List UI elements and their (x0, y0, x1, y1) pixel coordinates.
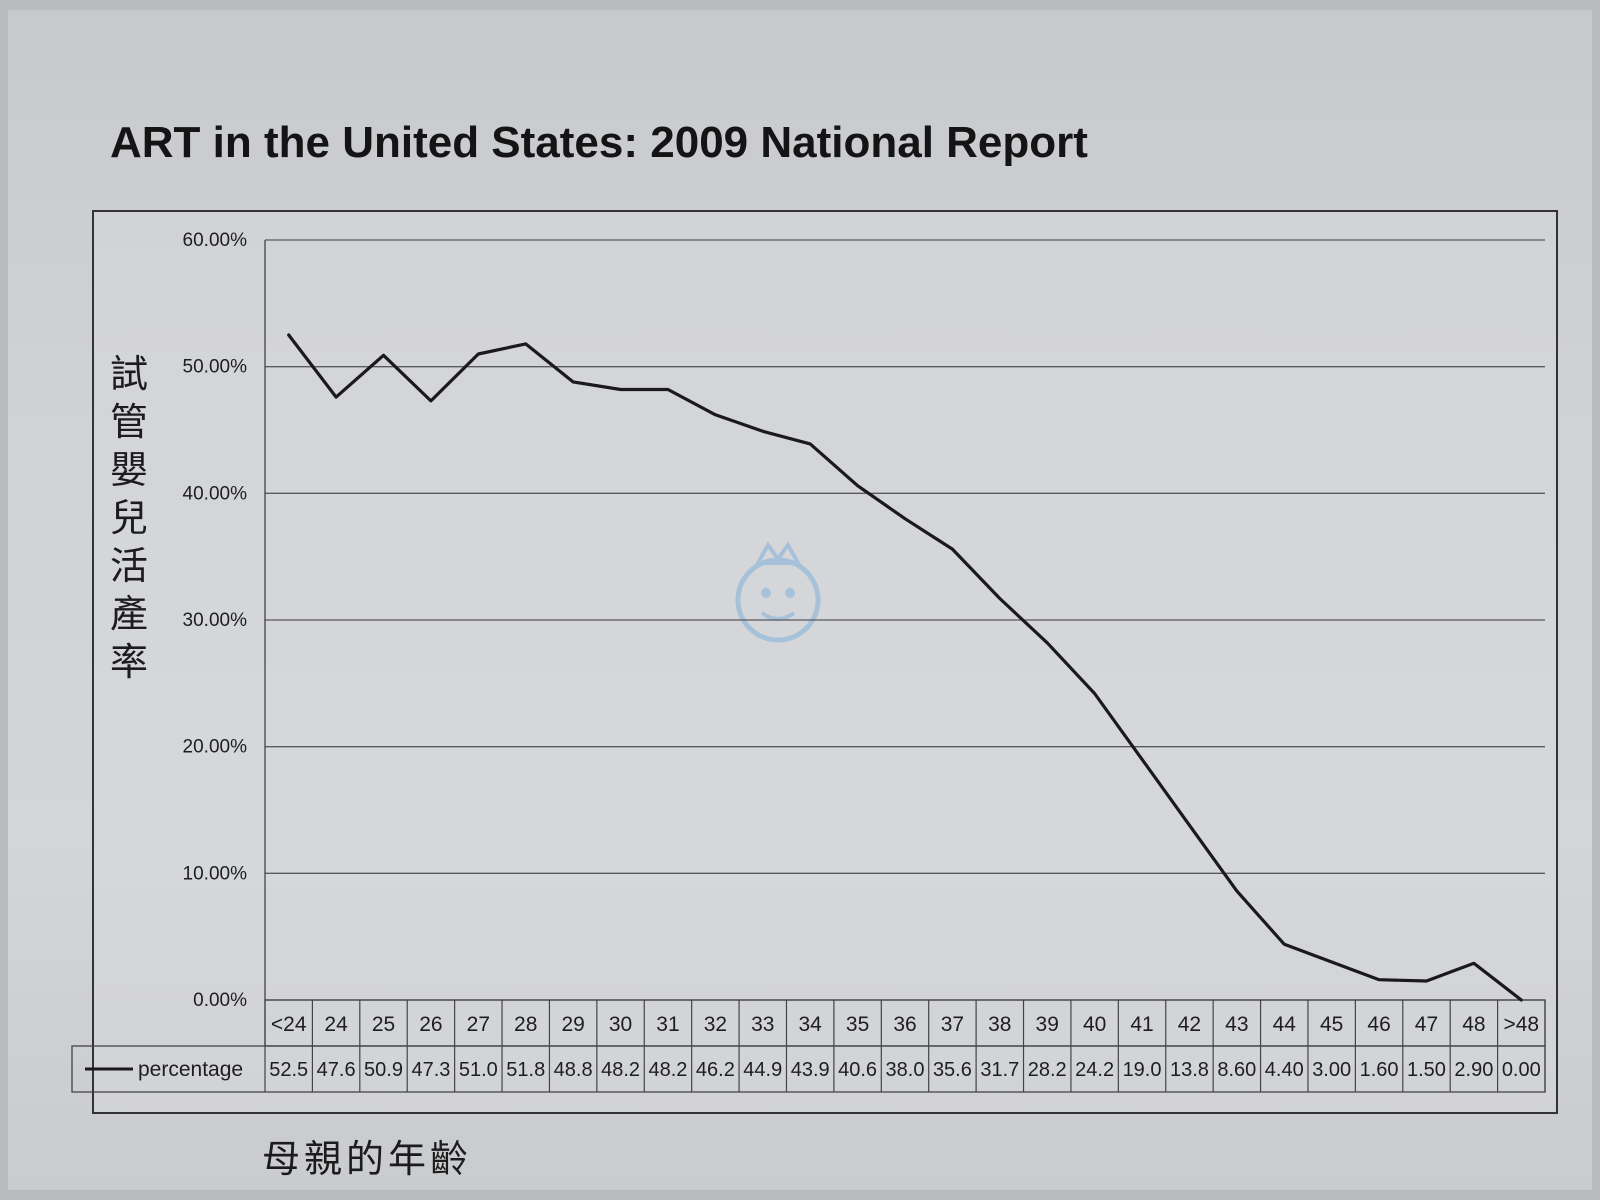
x-tick-label: 27 (467, 1013, 490, 1036)
x-tick-label: 40 (1083, 1013, 1106, 1036)
y-tick-label: 20.00% (183, 737, 248, 758)
data-value-label: 0.00 (1502, 1059, 1541, 1081)
y-axis-label: 試管嬰兒活產率 (109, 352, 148, 684)
data-value-label: 24.2 (1075, 1059, 1114, 1081)
data-value-label: 44.9 (743, 1059, 782, 1081)
x-tick-label: 37 (941, 1013, 964, 1036)
chart-frame (92, 210, 1558, 1114)
x-tick-label: 46 (1367, 1013, 1390, 1036)
x-tick-label: 32 (704, 1013, 727, 1036)
data-value-label: 1.50 (1407, 1059, 1446, 1081)
data-value-label: 43.9 (791, 1059, 830, 1081)
chart-title: ART in the United States: 2009 National … (110, 118, 1088, 167)
x-tick-label: 29 (561, 1013, 584, 1036)
data-value-label: 52.5 (269, 1059, 308, 1081)
x-tick-label: 38 (988, 1013, 1011, 1036)
x-axis-label: 母親的年齡 (262, 1137, 473, 1181)
data-value-label: 51.8 (506, 1059, 545, 1081)
x-tick-label: 24 (324, 1013, 348, 1036)
x-tick-label: 34 (799, 1013, 823, 1036)
data-value-label: 48.2 (601, 1059, 640, 1081)
x-tick-label: 48 (1462, 1013, 1485, 1036)
data-value-label: 48.2 (648, 1059, 687, 1081)
y-tick-label: 50.00% (183, 357, 248, 378)
x-tick-label: 25 (372, 1013, 395, 1036)
x-tick-label: 26 (419, 1013, 442, 1036)
y-tick-label: 30.00% (183, 610, 248, 631)
data-value-label: 47.3 (411, 1059, 450, 1081)
y-tick-label: 10.00% (183, 863, 248, 884)
data-value-label: 40.6 (838, 1059, 877, 1081)
data-value-label: 8.60 (1217, 1059, 1256, 1081)
data-value-label: 35.6 (933, 1059, 972, 1081)
legend-series-name: percentage (138, 1058, 243, 1081)
data-value-label: 4.40 (1265, 1059, 1304, 1081)
x-tick-label: 44 (1273, 1013, 1297, 1036)
x-tick-label: 28 (514, 1013, 537, 1036)
y-tick-label: 60.00% (183, 230, 248, 251)
data-value-label: 1.60 (1360, 1059, 1399, 1081)
x-tick-label: 45 (1320, 1013, 1343, 1036)
data-value-label: 31.7 (980, 1059, 1019, 1081)
data-value-label: 47.6 (317, 1059, 356, 1081)
data-value-label: 50.9 (364, 1059, 403, 1081)
x-tick-label: 33 (751, 1013, 774, 1036)
data-value-label: 3.00 (1312, 1059, 1351, 1081)
x-tick-label: >48 (1503, 1013, 1539, 1036)
series-line-percentage (287, 333, 1523, 1002)
x-tick-label: 30 (609, 1013, 632, 1036)
x-tick-label: 35 (846, 1013, 869, 1036)
data-value-label: 28.2 (1028, 1059, 1067, 1081)
x-tick-label: 47 (1415, 1013, 1438, 1036)
data-value-label: 51.0 (459, 1059, 498, 1081)
data-value-label: 48.8 (554, 1059, 593, 1081)
y-tick-label: 40.00% (183, 483, 248, 504)
x-tick-label: 36 (893, 1013, 916, 1036)
x-tick-label: <24 (271, 1013, 307, 1036)
data-value-label: 38.0 (886, 1059, 925, 1081)
data-value-label: 13.8 (1170, 1059, 1209, 1081)
y-tick-label: 0.00% (193, 990, 247, 1011)
x-tick-label: 42 (1178, 1013, 1201, 1036)
x-tick-label: 41 (1130, 1013, 1153, 1036)
data-value-label: 2.90 (1454, 1059, 1493, 1081)
data-value-label: 46.2 (696, 1059, 735, 1081)
paper-sheet (8, 10, 1592, 1190)
watermark-logo (728, 525, 838, 655)
x-tick-label: 31 (656, 1013, 679, 1036)
x-tick-label: 39 (1036, 1013, 1059, 1036)
x-tick-label: 43 (1225, 1013, 1248, 1036)
data-value-label: 19.0 (1123, 1059, 1162, 1081)
